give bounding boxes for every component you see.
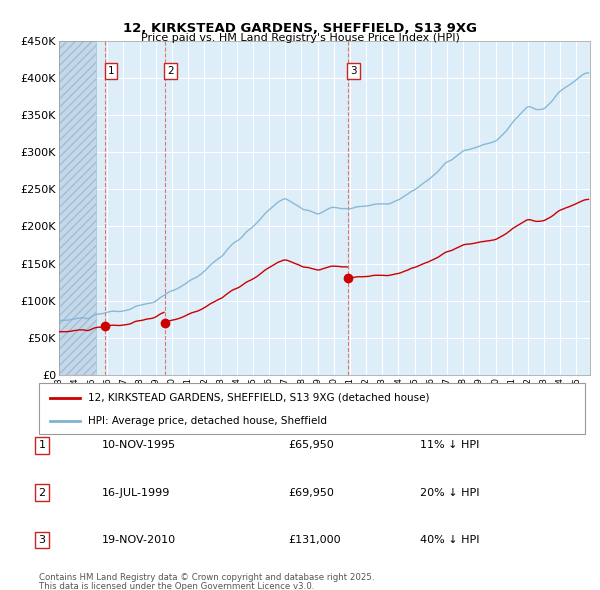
Text: 12, KIRKSTEAD GARDENS, SHEFFIELD, S13 9XG (detached house): 12, KIRKSTEAD GARDENS, SHEFFIELD, S13 9X… [88, 392, 430, 402]
Text: £131,000: £131,000 [288, 535, 341, 545]
Text: Contains HM Land Registry data © Crown copyright and database right 2025.: Contains HM Land Registry data © Crown c… [39, 573, 374, 582]
Text: 1: 1 [107, 66, 114, 76]
Text: 16-JUL-1999: 16-JUL-1999 [102, 488, 170, 497]
Text: £69,950: £69,950 [288, 488, 334, 497]
Text: 20% ↓ HPI: 20% ↓ HPI [420, 488, 479, 497]
Text: 3: 3 [350, 66, 357, 76]
Text: 40% ↓ HPI: 40% ↓ HPI [420, 535, 479, 545]
Text: HPI: Average price, detached house, Sheffield: HPI: Average price, detached house, Shef… [88, 416, 327, 426]
Text: 11% ↓ HPI: 11% ↓ HPI [420, 441, 479, 450]
Text: 3: 3 [38, 535, 46, 545]
Text: 1: 1 [38, 441, 46, 450]
Text: 2: 2 [167, 66, 173, 76]
Text: Price paid vs. HM Land Registry's House Price Index (HPI): Price paid vs. HM Land Registry's House … [140, 33, 460, 43]
Text: This data is licensed under the Open Government Licence v3.0.: This data is licensed under the Open Gov… [39, 582, 314, 590]
Text: 19-NOV-2010: 19-NOV-2010 [102, 535, 176, 545]
Text: 12, KIRKSTEAD GARDENS, SHEFFIELD, S13 9XG: 12, KIRKSTEAD GARDENS, SHEFFIELD, S13 9X… [123, 22, 477, 35]
Text: £65,950: £65,950 [288, 441, 334, 450]
Text: 10-NOV-1995: 10-NOV-1995 [102, 441, 176, 450]
Text: 2: 2 [38, 488, 46, 497]
